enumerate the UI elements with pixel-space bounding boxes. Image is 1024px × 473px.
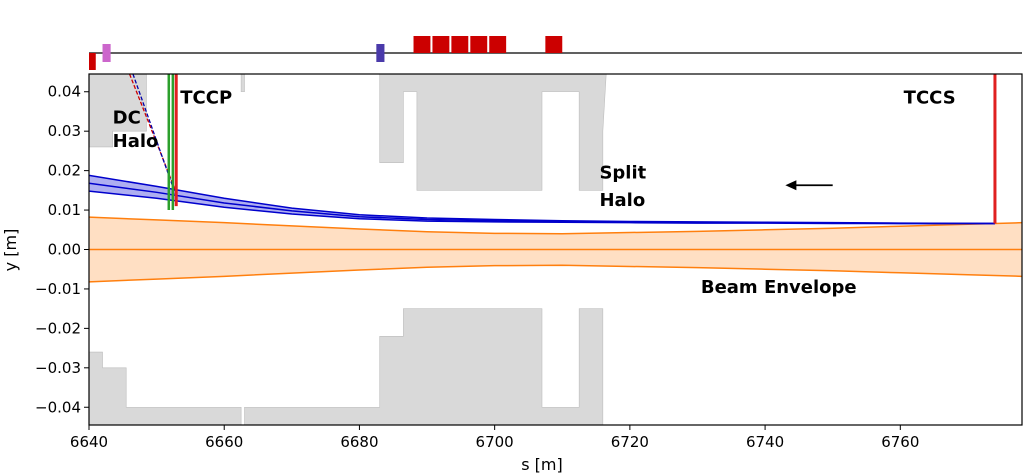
axis-ticks: 6640 6660 6680 6700 6720 6740 6760 −0.04 −0.03 −0…: [35, 83, 919, 451]
lattice-element: [545, 36, 563, 53]
beam-envelope-lower-line: [89, 264, 1022, 283]
split-halo-fill: [89, 175, 995, 224]
lattice-element: [489, 36, 507, 53]
annotation-label: Beam Envelope: [701, 277, 857, 298]
aperture-upper: [89, 74, 1022, 191]
y-tick-label: 0.01: [48, 201, 81, 219]
y-axis-label: y [m]: [1, 229, 20, 272]
lattice-element: [376, 44, 385, 62]
annotation-label: Halo: [113, 131, 159, 152]
aperture-lower: [89, 308, 1022, 425]
x-tick-label: 6760: [881, 433, 919, 451]
beam-envelope-upper-line: [89, 216, 1022, 235]
dc-halo-line: [128, 74, 178, 195]
x-tick-label: 6640: [70, 433, 108, 451]
y-tick-label: −0.03: [35, 359, 81, 377]
annotation-label: TCCP: [180, 88, 232, 109]
annotation-label: Halo: [599, 190, 645, 211]
y-tick-label: 0.02: [48, 162, 81, 180]
x-axis-label: s [m]: [521, 455, 563, 473]
plot-content: [89, 74, 1022, 425]
lattice-element: [89, 53, 96, 70]
x-tick-label: 6660: [205, 433, 243, 451]
y-tick-label: 0.03: [48, 122, 81, 140]
y-tick-label: −0.02: [35, 319, 81, 337]
lattice-element: [470, 36, 488, 53]
lattice-element: [413, 36, 431, 53]
lattice-element: [451, 36, 469, 53]
y-tick-label: −0.01: [35, 280, 81, 298]
x-tick-label: 6700: [476, 433, 514, 451]
lattice-layout: [89, 36, 1022, 70]
annotation-label: TCCS: [904, 88, 956, 109]
plot-area: [88, 73, 1023, 426]
split-halo-lower-line: [89, 190, 995, 225]
lattice-element: [102, 44, 111, 62]
y-tick-label: −0.04: [35, 398, 81, 416]
annotation-label: Split: [599, 163, 646, 184]
x-tick-label: 6720: [611, 433, 649, 451]
x-tick-label: 6680: [340, 433, 378, 451]
lattice-element: [432, 36, 450, 53]
y-tick-label: 0.00: [48, 241, 81, 259]
direction-arrow-head: [785, 180, 797, 191]
y-tick-label: 0.04: [48, 83, 81, 101]
annotations: DC Halo TCCP TCCS Split Halo Beam Envelope: [113, 88, 956, 298]
x-tick-label: 6740: [746, 433, 784, 451]
annotation-label: DC: [113, 107, 141, 128]
